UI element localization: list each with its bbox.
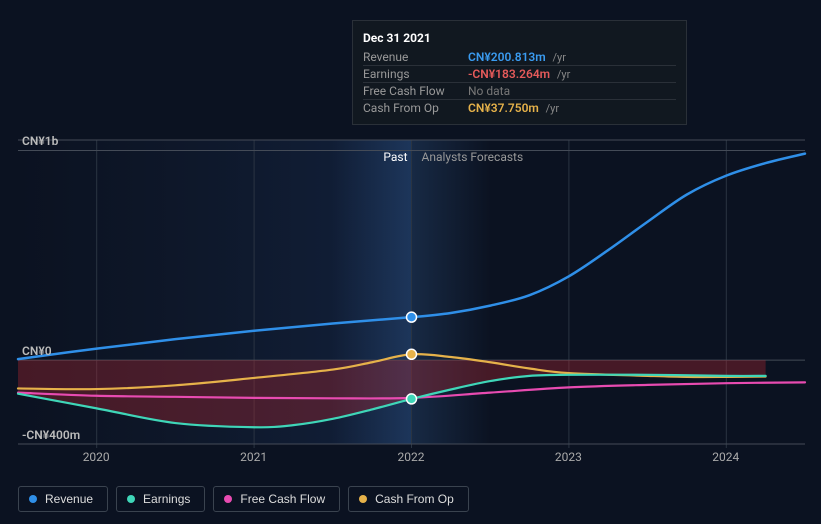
y-axis-label: -CN¥400m (22, 428, 80, 442)
tooltip-row-value: CN¥200.813m /yr (468, 49, 676, 66)
tooltip-row: Free Cash FlowNo data (363, 83, 676, 100)
legend-item-label: Free Cash Flow (240, 492, 325, 506)
forecasts-section-label: Analysts Forecasts (422, 150, 524, 164)
tooltip-row-label: Free Cash Flow (363, 83, 468, 100)
tooltip-row-label: Earnings (363, 66, 468, 83)
chart-tooltip: Dec 31 2021 RevenueCN¥200.813m /yrEarnin… (352, 20, 687, 125)
y-axis-label: CN¥0 (22, 344, 52, 358)
legend-dot-icon (359, 495, 367, 503)
tooltip-row: Cash From OpCN¥37.750m /yr (363, 100, 676, 117)
tooltip-row-value: -CN¥183.264m /yr (468, 66, 676, 83)
financial-forecast-chart: CN¥1b CN¥0 -CN¥400m 2020 2021 2022 2023 2024 P… (0, 0, 821, 524)
legend-dot-icon (127, 495, 135, 503)
tooltip-row: Earnings-CN¥183.264m /yr (363, 66, 676, 83)
chart-legend: Revenue Earnings Free Cash Flow Cash From O… (18, 486, 469, 512)
tooltip-table: RevenueCN¥200.813m /yrEarnings-CN¥183.26… (363, 49, 676, 116)
x-axis-label: 2021 (240, 450, 267, 464)
legend-item-label: Cash From Op (375, 492, 454, 506)
legend-item-cfo[interactable]: Cash From Op (348, 486, 469, 512)
y-axis-label: CN¥1b (22, 134, 58, 148)
x-axis-label: 2020 (83, 450, 110, 464)
legend-item-fcf[interactable]: Free Cash Flow (213, 486, 340, 512)
legend-item-revenue[interactable]: Revenue (18, 486, 108, 512)
tooltip-row-value: CN¥37.750m /yr (468, 100, 676, 117)
tooltip-date: Dec 31 2021 (363, 27, 676, 49)
x-axis-label: 2023 (555, 450, 582, 464)
legend-dot-icon (224, 495, 232, 503)
x-axis-label: 2022 (398, 450, 425, 464)
tooltip-row-label: Cash From Op (363, 100, 468, 117)
x-axis-label: 2024 (712, 450, 739, 464)
legend-item-label: Revenue (45, 492, 93, 506)
past-section-label: Past (372, 150, 408, 164)
tooltip-row: RevenueCN¥200.813m /yr (363, 49, 676, 66)
tooltip-row-value: No data (468, 83, 676, 100)
legend-item-label: Earnings (143, 492, 190, 506)
legend-dot-icon (29, 495, 37, 503)
legend-item-earnings[interactable]: Earnings (116, 486, 205, 512)
tooltip-row-label: Revenue (363, 49, 468, 66)
